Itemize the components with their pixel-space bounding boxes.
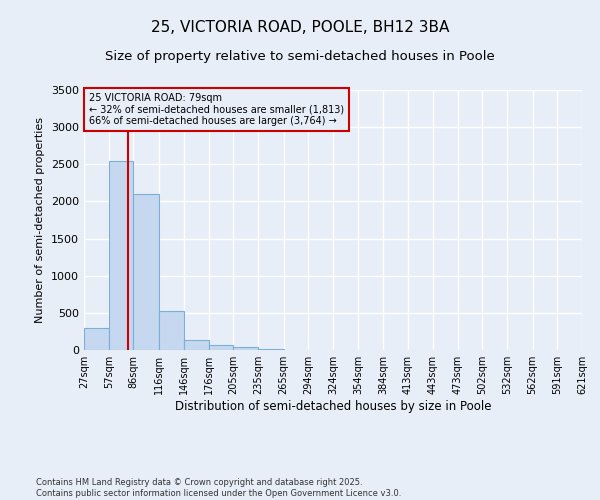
X-axis label: Distribution of semi-detached houses by size in Poole: Distribution of semi-detached houses by … <box>175 400 491 413</box>
Bar <box>233 348 259 350</box>
Y-axis label: Number of semi-detached properties: Number of semi-detached properties <box>35 117 46 323</box>
Bar <box>158 312 184 350</box>
Bar <box>109 160 133 350</box>
Text: 25, VICTORIA ROAD, POOLE, BH12 3BA: 25, VICTORIA ROAD, POOLE, BH12 3BA <box>151 20 449 35</box>
Text: Contains HM Land Registry data © Crown copyright and database right 2025.
Contai: Contains HM Land Registry data © Crown c… <box>36 478 401 498</box>
Bar <box>184 340 209 350</box>
Bar <box>209 345 233 350</box>
Text: Size of property relative to semi-detached houses in Poole: Size of property relative to semi-detach… <box>105 50 495 63</box>
Bar <box>259 348 284 350</box>
Bar <box>133 194 158 350</box>
Text: 25 VICTORIA ROAD: 79sqm
← 32% of semi-detached houses are smaller (1,813)
66% of: 25 VICTORIA ROAD: 79sqm ← 32% of semi-de… <box>89 92 344 126</box>
Bar <box>84 328 109 350</box>
